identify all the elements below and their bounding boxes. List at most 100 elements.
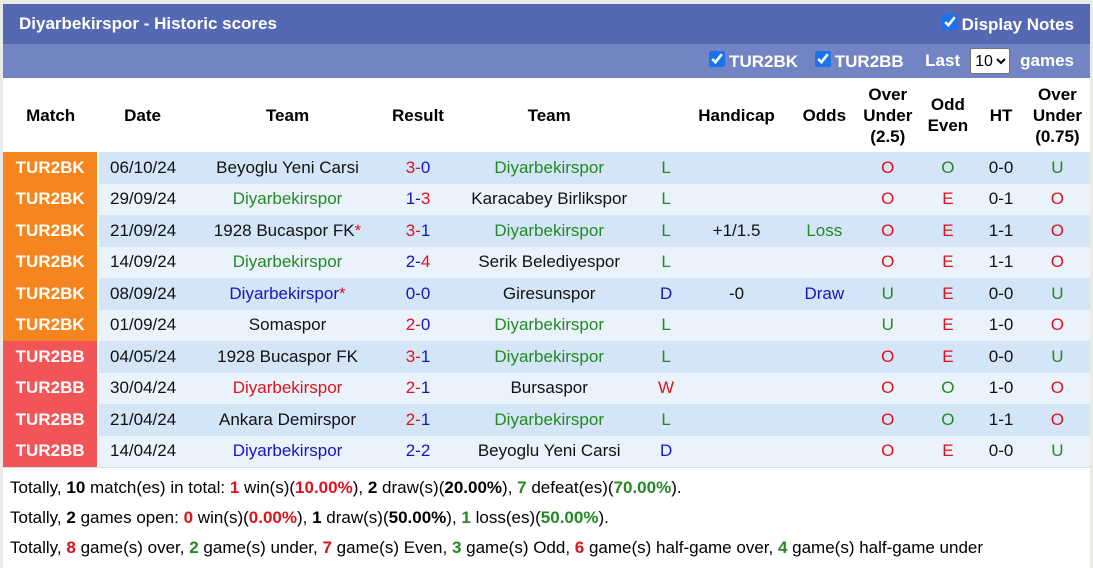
home-team[interactable]: Diyarbekirspor	[186, 435, 389, 467]
league-badge: TUR2BB	[3, 404, 100, 436]
summary-segment: Totally,	[10, 508, 67, 527]
home-team[interactable]: Diyarbekirspor	[186, 372, 389, 404]
score: 3-0	[388, 152, 448, 184]
table-row[interactable]: TUR2BB 30/04/24 Diyarbekirspor 2-1 Bursaspor…	[3, 372, 1090, 404]
table-row[interactable]: TUR2BK 06/10/24 Beyoglu Yeni Carsi 3-0 Diyar…	[3, 152, 1090, 184]
filter-tur2bb[interactable]: TUR2BB	[814, 50, 904, 72]
odds-result	[791, 309, 858, 341]
odds-result	[791, 341, 858, 373]
summary-segment: ),	[296, 508, 313, 527]
odd-even: E	[918, 341, 978, 373]
table-row[interactable]: TUR2BB 04/05/24 1928 Bucaspor FK 3-1 Diyarbe…	[3, 341, 1090, 373]
away-team[interactable]: Diyarbekirspor	[447, 404, 651, 436]
league-badge: TUR2BB	[3, 372, 100, 404]
over-under-2-5: O	[857, 246, 919, 278]
league-badge: TUR2BK	[3, 183, 100, 215]
away-score: 1	[420, 378, 431, 398]
odd-even: E	[918, 183, 978, 215]
match-date: 30/04/24	[98, 372, 187, 404]
result-letter: L	[650, 152, 682, 184]
display-notes-label: Display Notes	[961, 14, 1074, 34]
summary-segment: game(s) under,	[198, 538, 323, 557]
filter-bar: TUR2BK TUR2BB Last 10 games	[3, 44, 1090, 78]
away-team[interactable]: Karacabey Birlikspor	[447, 183, 651, 215]
match-date: 08/09/24	[98, 278, 187, 310]
over-under-0-75: O	[1024, 309, 1090, 341]
odds-result	[791, 183, 858, 215]
last-games-select[interactable]: 10	[970, 48, 1011, 74]
home-team[interactable]: 1928 Bucaspor FK*	[186, 215, 389, 247]
summary-segment: 0.00%	[248, 508, 297, 527]
filter-tur2bk[interactable]: TUR2BK	[709, 50, 799, 72]
summary-segment: 4	[777, 538, 788, 557]
tur2bk-checkbox[interactable]	[709, 50, 726, 67]
away-team[interactable]: Diyarbekirspor	[447, 341, 651, 373]
summary-segment: loss(es)(	[470, 508, 541, 527]
table-row[interactable]: TUR2BK 01/09/24 Somaspor 2-0 Diyarbekirspor L…	[3, 309, 1090, 341]
score-sep: -	[415, 189, 421, 209]
display-notes-toggle[interactable]: Display Notes	[941, 13, 1074, 35]
away-team[interactable]: Diyarbekirspor	[447, 309, 651, 341]
away-team[interactable]: Beyoglu Yeni Carsi	[447, 435, 651, 467]
summary-segment: 2	[189, 538, 199, 557]
over-under-0-75: O	[1024, 404, 1090, 436]
home-team[interactable]: Diyarbekirspor*	[186, 278, 389, 310]
table-row[interactable]: TUR2BK 29/09/24 Diyarbekirspor 1-3 Karacabey…	[3, 183, 1090, 215]
summary-segment: ),	[446, 508, 462, 527]
tur2bb-checkbox[interactable]	[814, 50, 831, 67]
over-under-2-5: O	[857, 435, 919, 467]
table-row[interactable]: TUR2BB 21/04/24 Ankara Demirspor 2-1 Diyarbe…	[3, 404, 1090, 436]
half-time-score: 1-1	[977, 246, 1025, 278]
half-time-score: 0-0	[977, 152, 1025, 184]
half-time-score: 0-0	[977, 341, 1025, 373]
summary-segment: Totally,	[10, 478, 67, 497]
home-team[interactable]: 1928 Bucaspor FK	[186, 341, 389, 373]
summary-segment: 20.00%	[444, 478, 503, 497]
summary-segment: win(s)(	[239, 478, 296, 497]
away-score: 1	[420, 409, 431, 429]
home-team[interactable]: Diyarbekirspor	[186, 246, 389, 278]
odds-result	[791, 435, 858, 467]
odd-even: E	[918, 278, 978, 310]
league-badge: TUR2BK	[3, 215, 100, 247]
away-team[interactable]: Bursaspor	[447, 372, 651, 404]
summary-segment: game(s) half-game over,	[584, 538, 778, 557]
over-under-0-75: O	[1024, 372, 1090, 404]
score-sep: -	[415, 441, 421, 461]
home-team[interactable]: Diyarbekirspor	[186, 183, 389, 215]
league-badge: TUR2BK	[3, 152, 100, 184]
home-team[interactable]: Ankara Demirspor	[186, 404, 389, 436]
score-sep: -	[415, 157, 421, 177]
score-sep: -	[415, 409, 421, 429]
away-team[interactable]: Diyarbekirspor	[447, 152, 651, 184]
away-team[interactable]: Serik Belediyespor	[447, 246, 651, 278]
score: 3-1	[388, 341, 448, 373]
half-time-score: 1-0	[977, 309, 1025, 341]
odd-even: E	[918, 215, 978, 247]
summary-line: Totally, 10 match(es) in total: 1 win(s)…	[10, 473, 1083, 503]
home-team[interactable]: Beyoglu Yeni Carsi	[186, 152, 389, 184]
result-letter: L	[650, 404, 682, 436]
over-under-2-5: O	[857, 215, 919, 247]
result-letter: L	[650, 309, 682, 341]
summary-segment: 1	[312, 508, 322, 527]
panel-title: Diyarbekirspor - Historic scores	[19, 14, 277, 33]
display-notes-checkbox[interactable]	[941, 13, 958, 30]
summary-segment: 70.00%	[613, 478, 672, 497]
home-team-name: Diyarbekirspor	[229, 283, 339, 303]
away-team[interactable]: Diyarbekirspor	[447, 215, 651, 247]
result-letter: L	[650, 246, 682, 278]
home-score: 2	[405, 378, 416, 398]
away-score: 0	[420, 283, 431, 303]
score: 0-0	[388, 278, 448, 310]
away-team[interactable]: Giresunspor	[447, 278, 651, 310]
table-row[interactable]: TUR2BB 14/04/24 Diyarbekirspor 2-2 Beyoglu Y…	[3, 435, 1090, 467]
filter-label: TUR2BK	[729, 51, 799, 71]
score-sep: -	[415, 315, 421, 335]
table-row[interactable]: TUR2BK 14/09/24 Diyarbekirspor 2-4 Serik Bel…	[3, 246, 1090, 278]
table-row[interactable]: TUR2BK 21/09/24 1928 Bucaspor FK* 3-1 Diyarb…	[3, 215, 1090, 247]
table-row[interactable]: TUR2BK 08/09/24 Diyarbekirspor* 0-0 Giresuns…	[3, 278, 1090, 310]
match-date: 01/09/24	[98, 309, 187, 341]
home-team[interactable]: Somaspor	[186, 309, 389, 341]
league-badge: TUR2BK	[3, 246, 100, 278]
